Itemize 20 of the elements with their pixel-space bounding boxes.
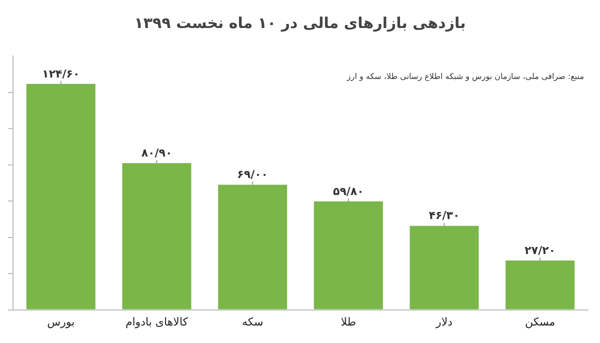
annotation: منبع: صرافی ملی، سازمان بورس و شبکه اطلاع رسانی طلا، سکه و ارز: [347, 72, 584, 81]
x-tick-label: کالاهای بادوام: [125, 315, 189, 328]
x-tick-label: دلار: [435, 315, 453, 328]
x-tick-label: طلا: [340, 315, 356, 328]
bar: [218, 184, 288, 310]
data-label: ۴۶/۳۰: [428, 209, 460, 222]
chart-title: بازدهی بازارهای مالی در ۱۰ ماه نخست ۱۳۹۹: [133, 13, 467, 34]
x-tick-label: سکه: [242, 315, 264, 328]
bar: [506, 260, 575, 310]
data-label: ۶۹/۰۰: [237, 168, 268, 182]
data-label: ۵۹/۸۰: [332, 184, 364, 198]
x-tick-label: مسکن: [525, 315, 556, 328]
bar: [122, 163, 192, 310]
bar: [314, 201, 383, 310]
bar: [410, 226, 479, 310]
data-label: ۱۲۴/۶۰: [42, 67, 80, 80]
data-label: ۸۰/۹۰: [141, 146, 172, 160]
bar: [26, 84, 96, 310]
x-tick-label: بورس: [47, 315, 75, 328]
data-label: ۲۷/۲۰: [524, 244, 556, 257]
